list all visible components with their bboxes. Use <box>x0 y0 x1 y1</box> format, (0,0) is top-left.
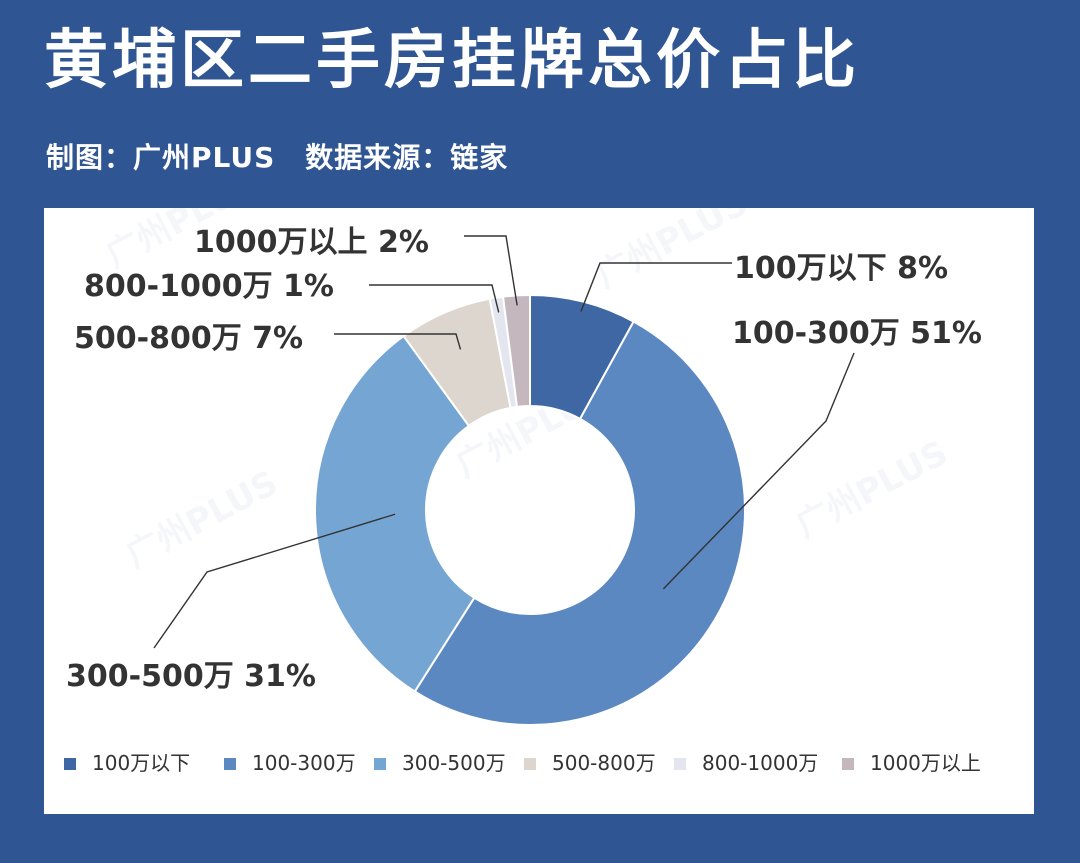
legend-item-2: 100-300万 <box>224 751 356 775</box>
chart-subtitle: 制图：广州PLUS 数据来源：链家 <box>46 136 508 176</box>
leader-line-4 <box>334 333 462 350</box>
credit-text: 制图：广州PLUS <box>46 141 276 174</box>
slice-2 <box>413 320 746 726</box>
data-label-5: 800-1000万 1% <box>84 269 334 304</box>
legend-swatch <box>374 758 386 770</box>
legend-item-5: 800-1000万 <box>674 751 818 775</box>
watermark-text: 广州PLUS <box>589 208 754 296</box>
data-label-4: 500-800万 7% <box>74 321 303 356</box>
legend-item-6: 1000万以上 <box>842 751 981 775</box>
legend-label: 100-300万 <box>252 751 356 775</box>
data-label-1: 100万以下 8% <box>734 251 948 286</box>
slice-6 <box>501 293 531 408</box>
leader-line-3 <box>153 513 396 649</box>
data-label-3: 300-500万 31% <box>66 659 316 694</box>
leader-line-2 <box>662 352 855 590</box>
legend-swatch <box>224 758 236 770</box>
source-text: 数据来源：链家 <box>305 141 509 174</box>
chart-panel: 广州PLUS 广州PLUS 广州PLUS 广州PLUS 广州PLUS 100万以下 8% 1… <box>44 208 1034 814</box>
legend-label: 1000万以上 <box>870 751 981 775</box>
data-label-2: 100-300万 51% <box>732 316 982 351</box>
legend-label: 100万以下 <box>92 751 190 775</box>
leader-line-1 <box>580 262 732 312</box>
legend-label: 800-1000万 <box>702 751 818 775</box>
legend-label: 300-500万 <box>402 751 506 775</box>
watermark-text: 广州PLUS <box>789 433 954 546</box>
leader-line-5 <box>369 284 500 313</box>
watermark-text: 广州PLUS <box>119 463 284 576</box>
legend-swatch <box>674 758 686 770</box>
leader-line-6 <box>464 235 518 306</box>
legend-label: 500-800万 <box>552 751 656 775</box>
data-label-6: 1000万以上 2% <box>194 225 429 260</box>
legend-item-3: 300-500万 <box>374 751 506 775</box>
legend-swatch <box>64 758 76 770</box>
legend-swatch <box>524 758 536 770</box>
legend-item-1: 100万以下 <box>64 751 190 775</box>
chart-title: 黄埔区二手房挂牌总价占比 <box>44 24 860 98</box>
legend-swatch <box>842 758 854 770</box>
legend-item-4: 500-800万 <box>524 751 656 775</box>
